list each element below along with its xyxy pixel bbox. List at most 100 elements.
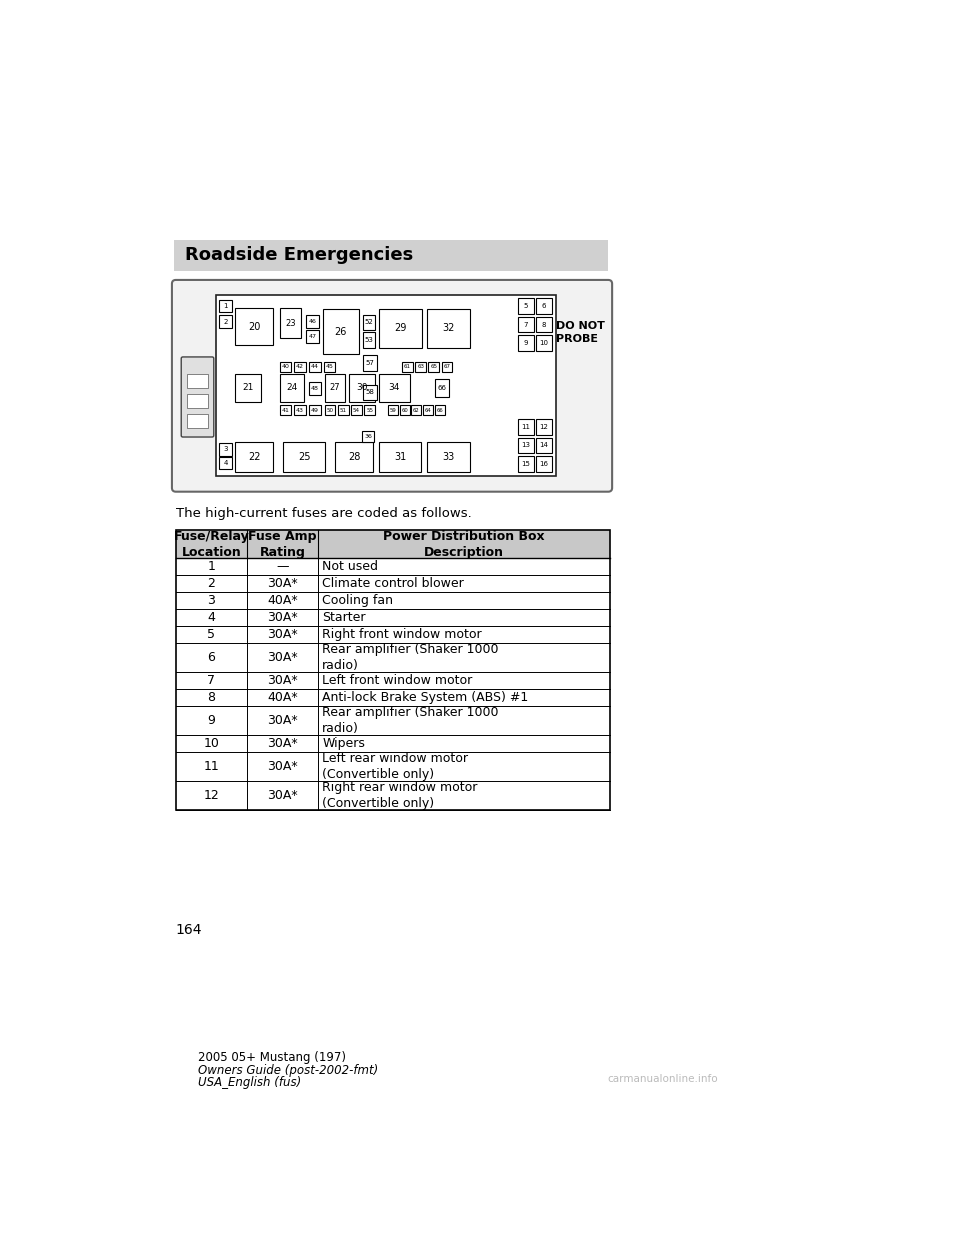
Text: Owners Guide (post-2002-fmt): Owners Guide (post-2002-fmt) (198, 1064, 377, 1077)
Bar (335, 442, 373, 472)
Bar (379, 442, 421, 472)
Text: 28: 28 (348, 452, 360, 462)
Text: 13: 13 (521, 442, 531, 448)
Text: 20: 20 (248, 322, 260, 332)
Text: 31: 31 (394, 452, 406, 462)
Text: 52: 52 (365, 319, 373, 325)
Text: 164: 164 (176, 923, 203, 936)
Bar (399, 405, 410, 416)
Bar (428, 361, 440, 373)
Text: 57: 57 (365, 360, 374, 366)
FancyBboxPatch shape (172, 279, 612, 492)
Bar (364, 405, 375, 416)
Text: 8: 8 (207, 691, 215, 704)
Text: Roadside Emergencies: Roadside Emergencies (185, 246, 414, 265)
Text: Left rear window motor
(Convertible only): Left rear window motor (Convertible only… (323, 753, 468, 781)
Bar (402, 361, 413, 373)
Text: 30A*: 30A* (268, 674, 298, 687)
Text: 6: 6 (541, 303, 546, 309)
Text: 54: 54 (353, 407, 360, 412)
Bar (279, 308, 301, 338)
Text: 16: 16 (540, 461, 548, 467)
Bar (537, 456, 552, 472)
Text: Anti-lock Brake System (ABS) #1: Anti-lock Brake System (ABS) #1 (323, 691, 529, 704)
Text: Starter: Starter (323, 611, 366, 623)
Text: 49: 49 (311, 407, 319, 412)
Bar (176, 672, 610, 689)
Text: 24: 24 (286, 384, 298, 392)
Bar (306, 314, 319, 328)
Bar (176, 575, 610, 591)
Bar (279, 361, 291, 373)
Text: 33: 33 (443, 452, 455, 462)
Text: 11: 11 (204, 760, 219, 773)
Text: 1: 1 (223, 303, 228, 309)
Text: 53: 53 (365, 337, 373, 343)
Text: 1: 1 (207, 560, 215, 573)
Text: 64: 64 (424, 407, 431, 412)
Text: 3: 3 (207, 594, 215, 607)
Bar (295, 405, 306, 416)
Bar (537, 317, 552, 333)
Bar (324, 374, 345, 401)
Text: 27: 27 (329, 384, 340, 392)
Text: 25: 25 (298, 452, 310, 462)
Text: 4: 4 (207, 611, 215, 623)
Text: 34: 34 (389, 384, 400, 392)
Bar (518, 437, 534, 453)
Text: 7: 7 (524, 322, 528, 328)
Bar (388, 405, 398, 416)
Bar (435, 379, 448, 397)
Bar (176, 558, 610, 575)
Bar (442, 361, 452, 373)
Bar (537, 420, 552, 435)
Text: 62: 62 (413, 407, 420, 412)
Text: 65: 65 (430, 364, 438, 369)
Bar (309, 381, 321, 395)
Text: 5: 5 (524, 303, 528, 309)
Text: 59: 59 (390, 407, 396, 412)
Text: 30A*: 30A* (268, 760, 298, 773)
Bar (537, 298, 552, 314)
Bar (219, 443, 231, 456)
Bar (348, 374, 375, 401)
Bar (219, 457, 231, 469)
Text: 5: 5 (207, 627, 215, 641)
Bar (176, 591, 610, 609)
Bar (186, 394, 208, 407)
Text: 42: 42 (297, 364, 304, 369)
Text: 40: 40 (281, 364, 289, 369)
Text: USA_English (fus): USA_English (fus) (198, 1076, 300, 1089)
Bar (416, 361, 426, 373)
Bar (518, 298, 534, 314)
Text: 43: 43 (297, 407, 304, 412)
Text: The high-current fuses are coded as follows.: The high-current fuses are coded as foll… (176, 507, 471, 520)
Text: 6: 6 (207, 651, 215, 663)
Text: 30A*: 30A* (268, 627, 298, 641)
Text: Climate control blower: Climate control blower (323, 576, 464, 590)
Bar (537, 437, 552, 453)
Text: 15: 15 (521, 461, 531, 467)
Text: 55: 55 (366, 407, 373, 412)
Bar (176, 751, 610, 781)
Text: DO NOT
PROBE: DO NOT PROBE (556, 322, 605, 344)
Bar (234, 308, 274, 345)
Text: —: — (276, 560, 289, 573)
Text: Rear amplifier (Shaker 1000
radio): Rear amplifier (Shaker 1000 radio) (323, 705, 499, 735)
Bar (186, 414, 208, 427)
Bar (283, 442, 325, 472)
Bar (219, 315, 231, 328)
Bar (279, 374, 304, 401)
Bar (338, 405, 348, 416)
Bar (363, 355, 376, 371)
Text: 58: 58 (365, 389, 374, 395)
Text: 50: 50 (326, 407, 333, 412)
Bar (412, 405, 421, 416)
Bar (306, 330, 319, 343)
Bar (279, 405, 291, 416)
Text: 46: 46 (309, 319, 317, 324)
Text: 22: 22 (248, 452, 260, 462)
Text: 45: 45 (325, 364, 333, 369)
Bar (427, 442, 470, 472)
Text: 2005 05+ Mustang (197): 2005 05+ Mustang (197) (198, 1052, 346, 1064)
